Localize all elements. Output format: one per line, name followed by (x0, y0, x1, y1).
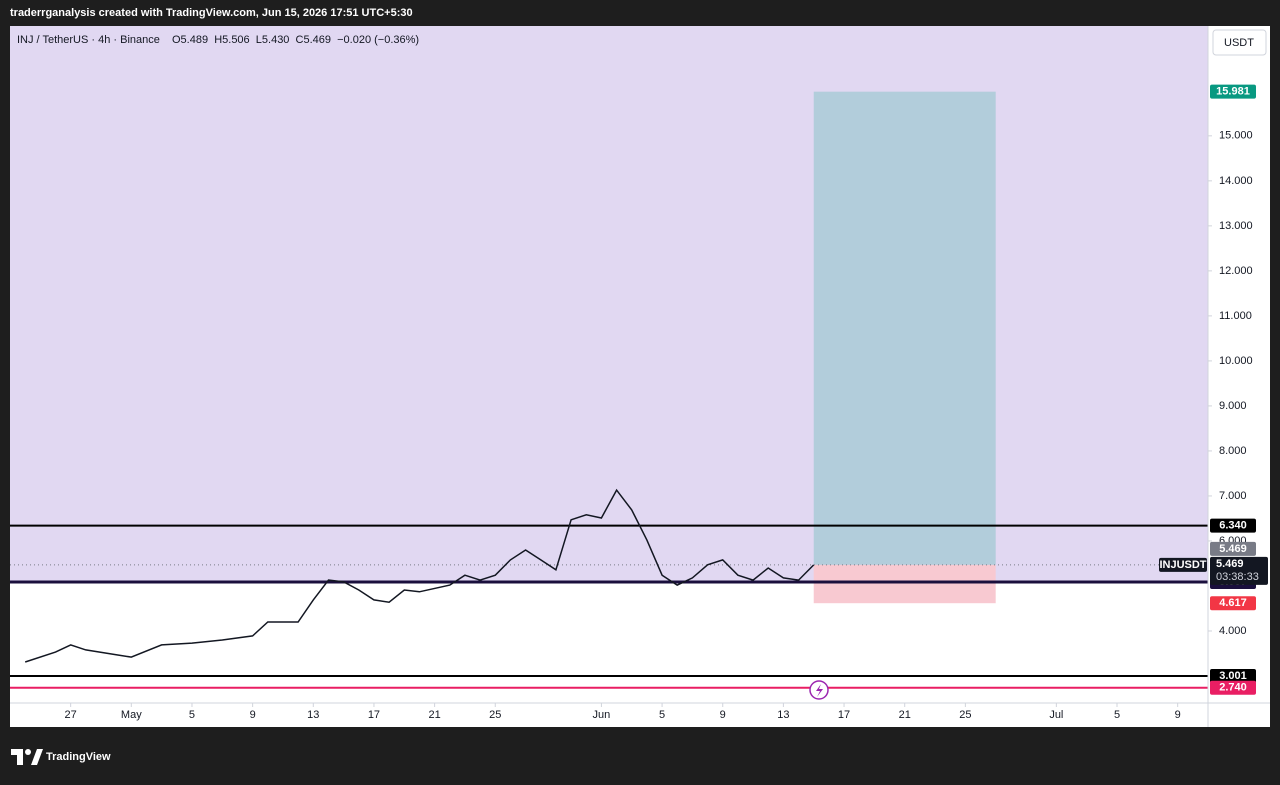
level-label: 2.740 (1219, 682, 1247, 694)
stop-label: 4.617 (1219, 597, 1247, 609)
last-gray-box (1210, 541, 1256, 556)
x-tick-label: Jul (1049, 709, 1063, 721)
target-label: 15.981 (1216, 86, 1250, 98)
symbol-label: INJUSDT (1159, 559, 1206, 571)
event-icon-bolt (816, 684, 823, 697)
y-tick-label: 7.000 (1219, 490, 1247, 502)
y-tick-label: 9.000 (1219, 400, 1247, 412)
y-tick-label: 8.000 (1219, 445, 1247, 457)
logo: TradingView (11, 749, 111, 765)
level-label: 6.340 (1219, 520, 1247, 532)
x-tick-label: 9 (720, 709, 726, 721)
currency-button[interactable] (1212, 29, 1267, 56)
y-tick-label: 14.000 (1219, 175, 1253, 187)
level-label-box (1210, 518, 1256, 533)
brand: TradingView (46, 751, 111, 763)
level-label-box (1210, 680, 1256, 695)
x-tick-label: 5 (1114, 709, 1120, 721)
x-tick-label: 13 (777, 709, 789, 721)
price-line (24, 488, 815, 663)
y-tick-label: 10.000 (1219, 355, 1253, 367)
target-label-box (1210, 84, 1256, 99)
stop-zone (813, 564, 996, 604)
level-label: 3.001 (1219, 670, 1247, 682)
x-tick-label: 25 (959, 709, 971, 721)
x-tick-label: 5 (189, 709, 195, 721)
level-label-box (1210, 668, 1256, 683)
y-tick-label: 4.000 (1219, 625, 1247, 637)
x-tick-label: 9 (1175, 709, 1181, 721)
plot (10, 26, 1208, 689)
countdown: 03:38:33 (1216, 571, 1259, 583)
x-tick-label: 17 (838, 709, 850, 721)
x-tick-label: 5 (659, 709, 665, 721)
last-label: 5.469 (1216, 558, 1244, 570)
x-tick-label: 25 (489, 709, 501, 721)
last-gray-label: 5.469 (1219, 543, 1247, 555)
legend-ohlc: O5.489 H5.506 L5.430 C5.469 −0.020 (−0.3… (172, 34, 419, 46)
zone-highlight (10, 26, 1208, 583)
x-tick-label: 9 (250, 709, 256, 721)
logo-mark (11, 749, 23, 765)
currency[interactable]: USDT (1224, 37, 1254, 49)
target-zone (813, 91, 996, 565)
x-tick-label: 27 (65, 709, 77, 721)
stop-label-box (1210, 596, 1256, 611)
x-tick-label: 17 (368, 709, 380, 721)
x-tick-label: Jun (593, 709, 611, 721)
x-tick-label: 21 (428, 709, 440, 721)
y-tick-label: 15.000 (1219, 130, 1253, 142)
y-tick-label: 13.000 (1219, 220, 1253, 232)
y-tick-label: 12.000 (1219, 265, 1253, 277)
logo-mark (31, 749, 43, 765)
legend-symbol: INJ / TetherUS · 4h · Binance (17, 34, 160, 46)
x-tick-label: 21 (899, 709, 911, 721)
symbol-box (1159, 557, 1207, 572)
last-box (1210, 556, 1268, 585)
header: traderrganalysis created with TradingVie… (10, 7, 413, 19)
x-tick-label: May (121, 709, 142, 721)
y-tick-label: 11.000 (1219, 310, 1252, 322)
logo-mark (25, 749, 31, 755)
x-tick-label: 13 (307, 709, 319, 721)
